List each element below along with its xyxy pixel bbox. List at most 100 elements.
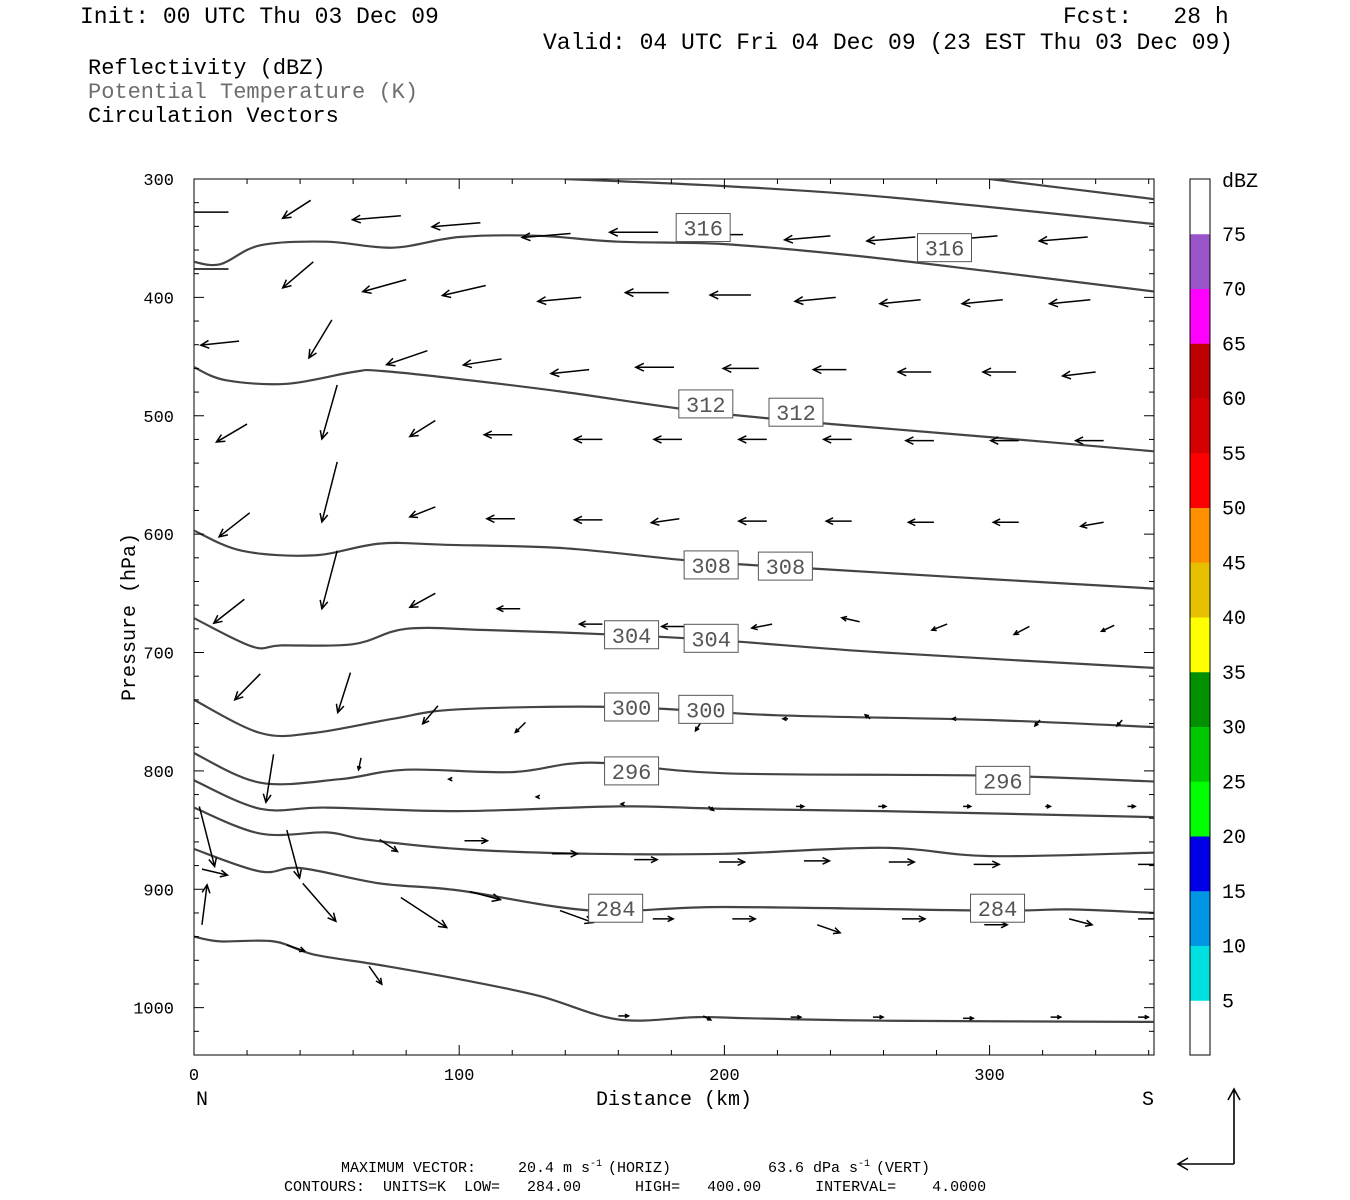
colorbar-swatch	[1190, 836, 1210, 892]
circulation-vector	[577, 620, 603, 628]
colorbar-label: 55	[1222, 444, 1246, 467]
theta-contour-304	[194, 617, 1154, 669]
svg-text:316: 316	[683, 218, 723, 243]
circulation-vector	[559, 909, 595, 925]
circulation-vector	[721, 363, 759, 373]
circulation-vector	[201, 868, 230, 878]
circulation-vector	[1115, 719, 1123, 728]
colorbar-label: 15	[1222, 882, 1246, 905]
colorbar-label: 75	[1222, 225, 1246, 248]
circulation-vector	[1047, 298, 1091, 308]
colorbar-label: 10	[1222, 937, 1246, 960]
circulation-vector	[811, 364, 847, 375]
y-tick-label: 600	[143, 527, 174, 546]
circulation-vector	[384, 349, 428, 367]
circulation-vector	[1037, 235, 1088, 245]
circulation-vector	[963, 1015, 975, 1021]
circulation-vector	[1078, 521, 1104, 529]
max-vector-line: MAXIMUM VECTOR: 20.4 m s-1 (HORIZ) 63.6 d…	[341, 1159, 930, 1177]
circulation-vector	[708, 805, 715, 812]
colorbar-frame	[1189, 178, 1211, 1056]
circulation-vector	[790, 1014, 803, 1020]
colorbar-swatch	[1190, 233, 1210, 289]
circulation-vector	[1138, 1014, 1151, 1020]
circulation-vector	[1012, 625, 1030, 636]
circulation-vector	[262, 754, 275, 805]
circulation-vector	[649, 517, 680, 527]
colorbar-label: 50	[1222, 499, 1246, 522]
colorbar-swatch	[1190, 179, 1210, 235]
circulation-vector	[991, 518, 1019, 527]
colorbar-label: 30	[1222, 718, 1246, 741]
circulation-vector	[534, 794, 541, 800]
circulation-vector	[930, 623, 948, 632]
y-tick-label: 1000	[133, 1001, 174, 1020]
circulation-vector	[233, 673, 261, 702]
circulation-vector	[973, 860, 1001, 869]
field-circulation-vectors: Circulation Vectors	[88, 104, 339, 129]
circulation-vector	[549, 368, 590, 378]
circulation-vector	[335, 672, 352, 715]
colorbar-label: 60	[1222, 389, 1246, 412]
contour-label-304: 304	[604, 620, 660, 650]
y-tick-label: 500	[143, 409, 174, 428]
field-reflectivity: Reflectivity (dBZ)	[88, 56, 326, 81]
circulation-vector	[572, 515, 603, 525]
circulation-vector	[619, 801, 625, 807]
circulation-vector	[281, 199, 312, 220]
svg-text:312: 312	[686, 394, 726, 419]
circulation-vector	[552, 849, 580, 858]
circulation-vector	[520, 232, 571, 242]
contour-label-284: 284	[970, 893, 1026, 923]
colorbar-label: 20	[1222, 827, 1246, 850]
forecast-hour: Fcst: 28 h	[1063, 4, 1229, 30]
contour-label-296: 296	[975, 765, 1031, 795]
svg-text:284: 284	[596, 898, 636, 923]
svg-text:284: 284	[978, 898, 1018, 923]
colorbar-swatch	[1190, 945, 1210, 1001]
colorbar-swatch	[1190, 288, 1210, 344]
circulation-vector	[1068, 918, 1094, 927]
circulation-vector	[652, 435, 682, 444]
circulation-vector	[1073, 436, 1104, 445]
colorbar-swatch	[1190, 398, 1210, 454]
circulation-vector	[840, 615, 860, 623]
circulation-vector	[960, 298, 1003, 308]
x-tick-label: 100	[444, 1067, 475, 1086]
circulation-vector	[888, 858, 917, 867]
circulation-vector	[408, 419, 436, 438]
circulation-vector	[514, 721, 527, 734]
circulation-vector	[572, 435, 603, 444]
circulation-vector	[319, 550, 338, 611]
svg-text:304: 304	[612, 625, 652, 650]
circulation-vector	[1138, 918, 1154, 920]
circulation-vector	[430, 221, 481, 231]
circulation-vector	[896, 367, 932, 377]
contour-label-308: 308	[757, 551, 813, 581]
circulation-vector	[906, 518, 934, 527]
circulation-vector	[286, 829, 303, 880]
theta-contour-296	[194, 752, 1154, 786]
y-tick-label: 400	[143, 290, 174, 309]
circulation-vector	[719, 858, 747, 867]
circulation-vector	[308, 319, 333, 360]
circulation-vector	[878, 298, 921, 308]
contour-label-308: 308	[683, 550, 739, 580]
circulation-vector	[816, 924, 842, 935]
colorbar-swatch	[1190, 781, 1210, 837]
circulation-vector	[963, 803, 973, 809]
north-label: N	[196, 1089, 208, 1112]
valid-time: Valid: 04 UTC Fri 04 Dec 09 (23 EST Thu …	[543, 30, 1234, 56]
circulation-vector	[863, 713, 871, 720]
contour-label-316: 316	[675, 213, 731, 243]
y-tick-label: 900	[143, 882, 174, 901]
colorbar-label: 70	[1222, 280, 1246, 303]
circulation-vector	[446, 776, 453, 782]
circulation-vector	[361, 278, 407, 294]
circulation-vector	[212, 598, 245, 625]
y-tick-label: 800	[143, 764, 174, 783]
circulation-vector	[379, 838, 399, 853]
contour-label-316: 316	[916, 233, 972, 263]
colorbar-unit: dBZ	[1222, 171, 1258, 194]
circulation-vector	[421, 705, 439, 726]
